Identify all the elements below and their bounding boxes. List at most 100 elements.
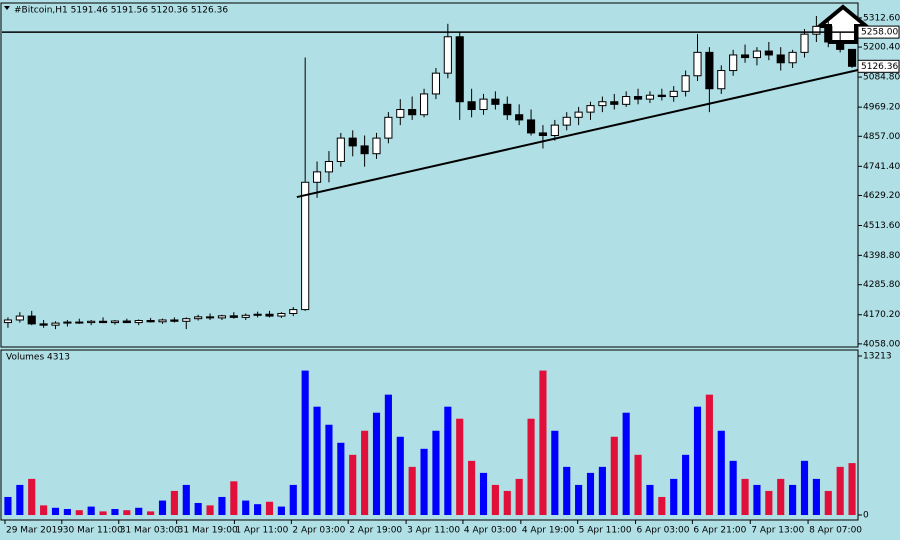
volume-bar [147,511,155,516]
volume-bar [99,511,107,516]
y-tick-label: 13213 [863,351,892,361]
candle-body [455,36,464,103]
volume-bar [670,478,678,516]
volume-bar [586,472,595,516]
volume-bar [63,508,71,516]
volume-bar [313,406,321,516]
candle-body [15,315,24,321]
x-tick-label: 29 Mar 2019 [6,526,63,536]
volume-bar [777,478,785,516]
candle-body [491,98,500,105]
candle-body [122,320,131,324]
volume-bar [277,506,285,516]
candle-body [431,72,441,95]
x-tick-label: 1 Apr 11:00 [235,526,288,536]
candle-body [408,109,417,116]
candle-body [312,171,322,183]
candle-body [241,314,250,318]
candle-body [788,51,797,64]
price-label: 5258.00 [861,28,898,38]
candle-body [384,116,393,139]
candle-body [812,25,821,35]
candle-body [729,54,738,72]
candle-body [170,319,179,322]
x-tick-label: 6 Apr 21:00 [693,526,746,536]
x-tick-label: 31 Mar 03:00 [120,526,180,536]
volume-bar [646,484,654,516]
volume-bar [135,507,143,516]
candle-body [657,94,666,98]
candle-body [289,309,298,314]
candle-body [194,316,203,320]
volume-bar [396,436,404,516]
volume-bar [705,394,713,516]
candle-body [847,48,857,67]
price-panel [0,2,859,348]
y-tick-label: 4170.20 [863,310,900,320]
x-tick-label: 31 Mar 19:00 [178,526,238,536]
volume-bar [575,484,583,516]
candle-body [443,36,452,74]
candle-body [503,103,512,116]
volume-panel [0,349,859,521]
volume-bar [682,454,690,516]
volume-bar [563,466,571,516]
candle-body [265,313,274,317]
volume-bar [432,430,440,516]
candle-body [324,160,334,173]
candle-body [681,75,690,92]
candle-body [467,101,476,111]
volume-bar [848,463,856,516]
x-tick-label: 4 Apr 19:00 [522,526,575,536]
candle-body [301,181,310,311]
menu-arrow [4,6,10,10]
candle-body [336,137,345,162]
candle-body [396,109,405,118]
volume-bar [51,507,60,516]
volume-bar [265,501,274,516]
candle-body [693,51,702,77]
volume-bar [242,500,250,516]
volume-bar [170,490,178,516]
volume-bar [753,484,761,516]
volume-bar [420,448,428,516]
candle-body [562,116,571,126]
x-tick-label: 2 Apr 03:00 [292,526,345,536]
candle-body [752,50,762,59]
candle-body [27,315,36,325]
candle-body [63,321,72,324]
volume-bar [182,484,190,516]
candle-body [277,312,286,317]
volume-bar [111,508,119,516]
candle-body [598,101,607,107]
x-tick-label: 7 Apr 13:00 [751,526,804,536]
volume-bar [158,500,167,516]
volume-bar [765,490,773,516]
candle-body [75,321,84,324]
x-tick-label: 6 Apr 03:00 [637,526,690,536]
volume-bar [40,505,48,516]
volume-bar [741,478,749,516]
volume-bar [218,496,226,516]
volume-bar [28,478,36,516]
candle-body [134,319,143,324]
volume-bar [372,412,381,516]
candle-body [776,54,785,64]
volume-bar [634,454,642,516]
candle-body [550,124,559,137]
price-label-box [857,25,900,39]
candle-body [586,105,595,113]
candle-body [574,111,583,118]
candle-body [87,320,96,324]
volume-bar [16,484,24,516]
candle-body [182,318,191,322]
x-tick-label: 3 Apr 11:00 [407,526,460,536]
candle-body [348,137,357,147]
price-label-box [857,59,900,73]
candle-body [622,96,631,105]
x-tick-label: 5 Apr 11:00 [579,526,632,536]
volume-bar [230,481,238,516]
y-tick-label: 5084.80 [863,73,900,83]
candle-body [217,315,227,319]
